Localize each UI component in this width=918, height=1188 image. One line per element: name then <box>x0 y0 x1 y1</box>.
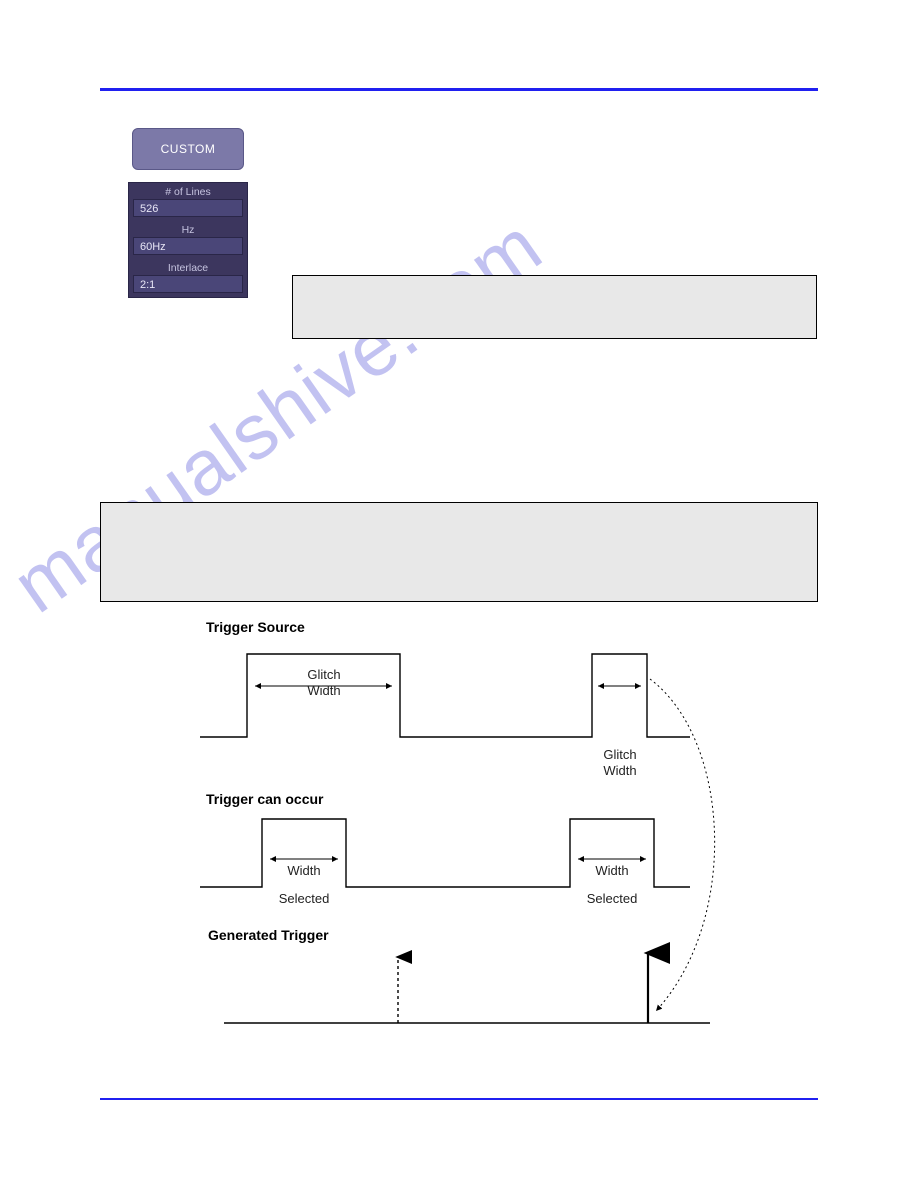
panel-label-interlace: Interlace <box>129 259 247 275</box>
note-box-2 <box>100 502 818 602</box>
panel-field-lines[interactable]: 526 <box>133 199 243 217</box>
caption-trigger-can-occur: Trigger can occur <box>206 791 323 807</box>
svg-text:Glitch: Glitch <box>307 667 340 682</box>
svg-text:Selected: Selected <box>279 891 330 906</box>
header-rule <box>100 88 818 91</box>
footer-rule <box>100 1098 818 1100</box>
svg-text:Glitch: Glitch <box>603 747 636 762</box>
glitch-trigger-diagram: Trigger Source Trigger can occur Generat… <box>200 619 740 1051</box>
caption-trigger-source: Trigger Source <box>206 619 305 635</box>
custom-button-label: CUSTOM <box>161 142 216 156</box>
panel-label-lines: # of Lines <box>129 183 247 199</box>
svg-text:Width: Width <box>307 683 340 698</box>
custom-button[interactable]: CUSTOM <box>132 128 244 170</box>
diagram-svg: Glitch Width Glitch Width Width Selected… <box>200 619 740 1051</box>
svg-text:Width: Width <box>603 763 636 778</box>
panel-field-interlace[interactable]: 2:1 <box>133 275 243 293</box>
panel-label-hz: Hz <box>129 221 247 237</box>
panel-field-hz[interactable]: 60Hz <box>133 237 243 255</box>
svg-text:Width: Width <box>595 863 628 878</box>
settings-panel: # of Lines 526 Hz 60Hz Interlace 2:1 <box>128 182 248 298</box>
note-box-1 <box>292 275 817 339</box>
svg-text:Selected: Selected <box>587 891 638 906</box>
caption-generated-trigger: Generated Trigger <box>208 927 329 943</box>
svg-text:Width: Width <box>287 863 320 878</box>
